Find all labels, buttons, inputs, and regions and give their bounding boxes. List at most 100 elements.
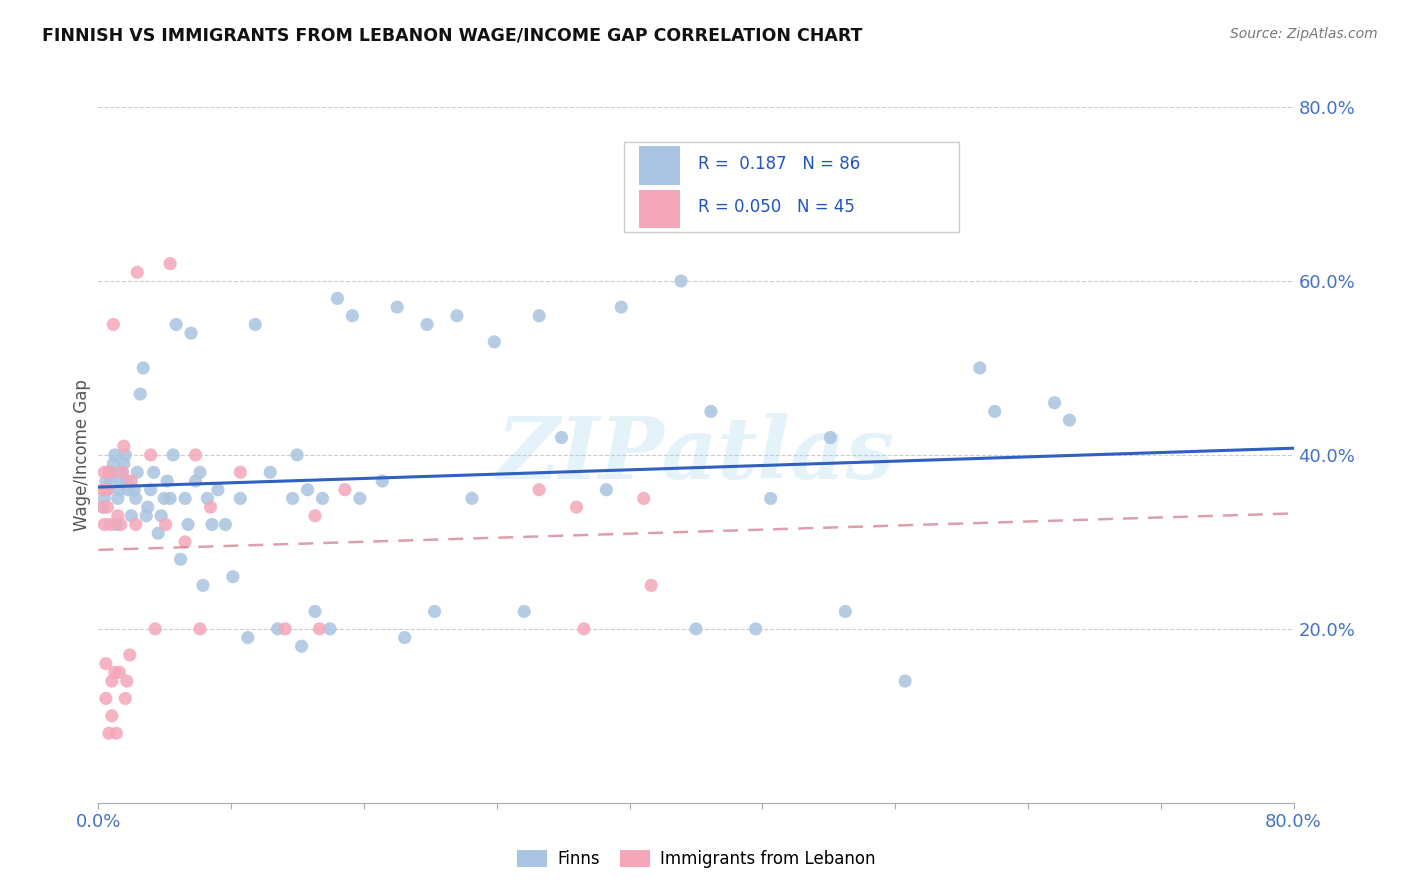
Point — [274, 622, 297, 636]
Point — [319, 622, 342, 636]
Point — [94, 474, 117, 488]
Point — [394, 631, 416, 645]
Point — [640, 578, 662, 592]
Point — [461, 491, 484, 506]
Point — [236, 631, 259, 645]
Point — [104, 448, 127, 462]
Point — [259, 466, 281, 480]
Point — [1043, 396, 1066, 410]
Point — [267, 622, 290, 636]
Y-axis label: Wage/Income Gap: Wage/Income Gap — [73, 379, 91, 531]
Point — [342, 309, 364, 323]
Point — [156, 474, 179, 488]
Point — [416, 318, 439, 332]
Point — [281, 491, 304, 506]
Point — [349, 491, 371, 506]
Point — [700, 404, 723, 418]
Point — [207, 483, 229, 497]
Point — [94, 657, 117, 671]
Point — [103, 457, 125, 471]
Text: Source: ZipAtlas.com: Source: ZipAtlas.com — [1230, 27, 1378, 41]
Point — [153, 491, 176, 506]
Point — [120, 508, 142, 523]
Point — [105, 726, 128, 740]
Point — [91, 500, 114, 514]
Point — [572, 622, 595, 636]
Point — [125, 491, 148, 506]
Point — [610, 300, 633, 314]
Point — [127, 265, 149, 279]
Point — [100, 517, 122, 532]
Point — [101, 674, 124, 689]
Point — [103, 318, 125, 332]
Point — [229, 466, 252, 480]
Point — [385, 300, 409, 314]
Point — [135, 508, 157, 523]
Point — [291, 639, 314, 653]
Point — [159, 256, 181, 270]
Point — [311, 491, 333, 506]
FancyBboxPatch shape — [638, 190, 681, 228]
Point — [101, 466, 124, 480]
Point — [174, 491, 197, 506]
FancyBboxPatch shape — [638, 146, 681, 185]
Point — [143, 622, 166, 636]
Point — [446, 309, 468, 323]
Text: R =  0.187   N = 86: R = 0.187 N = 86 — [699, 155, 860, 173]
Point — [129, 387, 152, 401]
Point — [93, 517, 115, 532]
Point — [308, 622, 330, 636]
Point — [201, 517, 224, 532]
Point — [108, 483, 131, 497]
Point — [139, 483, 162, 497]
Point — [174, 534, 197, 549]
Point — [127, 466, 149, 480]
Point — [91, 483, 114, 497]
Point — [97, 466, 120, 480]
Point — [112, 439, 135, 453]
Point — [820, 431, 842, 445]
Point — [114, 691, 136, 706]
Point — [96, 483, 118, 497]
Point — [115, 674, 138, 689]
Point — [114, 448, 136, 462]
Point — [112, 457, 135, 471]
Point — [513, 605, 536, 619]
Text: FINNISH VS IMMIGRANTS FROM LEBANON WAGE/INCOME GAP CORRELATION CHART: FINNISH VS IMMIGRANTS FROM LEBANON WAGE/… — [42, 27, 863, 45]
Point — [100, 474, 122, 488]
Point — [188, 466, 211, 480]
Point — [1059, 413, 1081, 427]
Point — [100, 466, 122, 480]
Point — [550, 431, 572, 445]
Point — [669, 274, 692, 288]
Point — [745, 622, 768, 636]
Point — [527, 309, 550, 323]
Point — [333, 483, 356, 497]
Point — [595, 483, 617, 497]
Point — [111, 466, 134, 480]
Point — [834, 605, 856, 619]
Point — [484, 334, 506, 349]
Point — [105, 517, 128, 532]
Point — [162, 448, 184, 462]
Point — [155, 517, 177, 532]
Point — [188, 622, 211, 636]
Point — [759, 491, 782, 506]
Point — [229, 491, 252, 506]
Point — [110, 474, 132, 488]
Point — [297, 483, 319, 497]
Point — [159, 491, 181, 506]
Point — [169, 552, 191, 566]
Point — [93, 491, 115, 506]
Point — [107, 491, 129, 506]
Point — [132, 360, 155, 375]
Point — [222, 570, 245, 584]
Point — [115, 474, 138, 488]
Point — [118, 648, 141, 662]
Point — [136, 500, 159, 514]
Point — [94, 483, 117, 497]
Point — [104, 665, 127, 680]
Point — [245, 318, 267, 332]
Point — [142, 466, 165, 480]
Point — [107, 508, 129, 523]
